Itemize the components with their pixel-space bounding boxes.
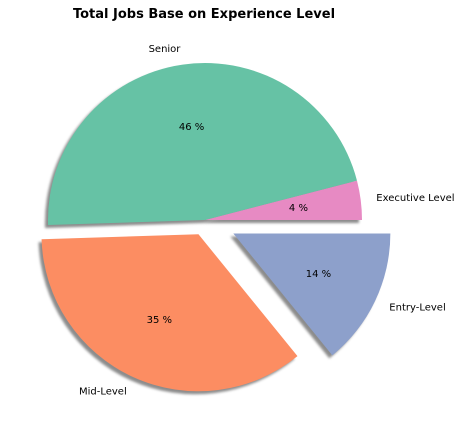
pct-label-mid-level: 35 % (147, 315, 172, 326)
pct-label-executive-level: 4 % (289, 203, 308, 214)
chart-title: Total Jobs Base on Experience Level (73, 7, 335, 22)
label-layer: 4 % Executive Level 46 % Senior 35 % Mid-Leve… (79, 44, 455, 397)
pct-label-entry-level: 14 % (306, 269, 331, 280)
pct-label-senior: 46 % (179, 122, 204, 133)
slice-mid-level (41, 234, 298, 392)
slice-senior (48, 62, 357, 225)
slice-label-executive-level: Executive Level (376, 193, 454, 204)
slice-executive-level (205, 180, 362, 220)
slice-label-entry-level: Entry-Level (389, 303, 445, 314)
slice-label-mid-level: Mid-Level (79, 386, 127, 397)
slice-layer (41, 62, 391, 392)
slice-entry-level (233, 233, 391, 356)
slice-label-senior: Senior (149, 44, 182, 55)
